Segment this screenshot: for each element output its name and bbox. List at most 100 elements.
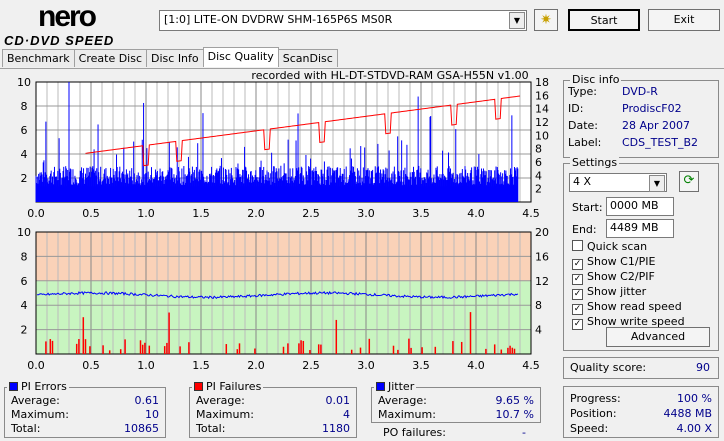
y-tick-label: 8 [21,250,28,263]
x-tick-label: 0.5 [82,207,100,220]
max-label: Maximum: [378,408,436,421]
x-tick-label: 1.0 [137,359,155,372]
tab-disc-info[interactable]: Disc Info [146,49,204,67]
checkbox-box[interactable] [572,240,583,251]
pi-failures-chart: 2 4 6 8 10 4 8 12 16 20 0.0 0.5 1.0 1.5 2.0 2.5 3.0 3.5 4.… [17,226,549,372]
speed-value: 4.00 X [676,422,712,435]
y2-tick-label: 4 [535,169,542,182]
pi-error-base [37,186,518,202]
refresh-drive-icon[interactable]: ✷ [534,9,558,31]
avg-label: Average: [196,394,245,407]
checkbox-show-c1-pie[interactable]: ✓ Show C1/PIE [572,255,685,270]
advanced-button[interactable]: Advanced [606,327,710,347]
jitter-color-icon [376,382,385,391]
checkbox-box[interactable]: ✓ [572,304,583,315]
x-tick-label: 4.5 [522,207,540,220]
x-tick-label: 2.5 [302,359,320,372]
pi-failures-total: 1180 [322,422,350,435]
max-label: Maximum: [196,408,254,421]
checkbox-label: Show C1/PIE [587,255,656,268]
ok-band [36,280,531,354]
type-label: Type: [568,85,597,98]
y2-tick-label: 10 [535,129,549,142]
progress-label: Progress: [570,392,621,405]
position-value: 4488 MB [663,407,712,420]
id-label: ID: [568,102,584,115]
start-button[interactable]: Start [568,9,640,31]
x-tick-label: 1.0 [137,207,155,220]
x-tick-label: 4.5 [522,359,540,372]
exit-button[interactable]: Exit [648,9,720,31]
disc-info-title: Disc info [570,73,622,86]
label-label: Label: [568,136,602,149]
speed-value: 4 X [573,175,592,188]
x-tick-label: 0.0 [27,207,45,220]
tab-scandisc[interactable]: ScanDisc [277,49,338,67]
pi-failures-avg: 0.01 [325,394,351,407]
date-label: Date: [568,119,598,132]
checkbox-show-read-speed[interactable]: ✓ Show read speed [572,300,685,315]
pi-failures-color-icon [194,382,203,391]
drive-select[interactable]: [1:0] LITE-ON DVDRW SHM-165P6S MS0R ▼ [159,10,527,31]
end-label: End: [572,223,597,236]
pi-failures-max: 4 [343,408,350,421]
pi-errors-title: PI Errors [21,380,67,393]
chevron-down-icon[interactable]: ▼ [509,12,525,29]
y-tick-label: 2 [21,324,28,337]
speed-select[interactable]: 4 X ▼ [569,173,667,192]
x-tick-label: 3.0 [357,359,375,372]
y2-tick-label: 20 [535,226,549,239]
checkbox-box[interactable]: ✓ [572,259,583,270]
checkbox-quick-scan[interactable]: Quick scan [572,240,685,255]
y-tick-label: 4 [21,148,28,161]
end-input[interactable]: 4489 MB [606,219,674,238]
position-label: Position: [570,407,617,420]
pi-errors-avg: 0.61 [134,394,160,407]
pi-errors-group: PI Errors Average: 0.61 Maximum: 10 Total:… [4,380,166,438]
checkbox-show-c2-pif[interactable]: ✓ Show C2/PIF [572,270,685,285]
y-tick-label: 2 [21,172,28,185]
y2-tick-label: 2 [535,183,542,196]
progress-box: Progress: 100 % Position: 4488 MB Speed: 4.… [563,386,719,438]
checkbox-label: Show write speed [587,315,685,328]
avg-label: Average: [378,394,427,407]
checkbox-show-write-speed[interactable]: ✓ Show write speed [572,315,685,330]
y-tick-label: 10 [17,76,31,89]
y-tick-label: 4 [21,299,28,312]
start-input[interactable]: 0000 MB [606,197,674,216]
tab-benchmark[interactable]: Benchmark [2,49,75,67]
max-label: Maximum: [11,408,69,421]
tab-create-disc[interactable]: Create Disc [73,49,148,67]
checkbox-box[interactable]: ✓ [572,319,583,330]
jitter-avg: 9.65 % [495,394,534,407]
x-tick-label: 3.0 [357,207,375,220]
avg-label: Average: [11,394,60,407]
y2-tick-label: 4 [535,324,542,337]
x-tick-label: 0.5 [82,359,100,372]
quality-score-box: Quality score: 90 [563,357,719,379]
refresh-speed-icon[interactable]: ⟳ [679,171,699,192]
settings-title: Settings [570,156,620,169]
y-tick-label: 6 [21,275,28,288]
checkbox-box[interactable]: ✓ [572,289,583,300]
disc-type: DVD-R [622,85,658,98]
y-tick-label: 6 [21,124,28,137]
x-tick-label: 4.0 [467,207,485,220]
x-tick-label: 4.0 [467,359,485,372]
y-tick-label: 8 [21,100,28,113]
chevron-down-icon[interactable]: ▼ [649,175,665,192]
checkbox-show-jitter[interactable]: ✓ Show jitter [572,285,685,300]
checkbox-box[interactable]: ✓ [572,274,583,285]
jitter-group: Jitter Average: 9.65 % Maximum: 10.7 % [371,380,541,423]
checkbox-label: Show C2/PIF [587,270,655,283]
disc-info-group: Disc info Type: DVD-R ID: ProdiscF02 Date:… [563,73,719,158]
y2-tick-label: 6 [535,156,542,169]
disc-label: CDS_TEST_B2 [622,136,699,149]
x-tick-label: 3.5 [412,359,430,372]
tab-panel [0,68,724,441]
tab-disc-quality[interactable]: Disc Quality [202,47,279,67]
speed-label: Speed: [570,422,609,435]
total-label: Total: [196,422,226,435]
y2-tick-label: 12 [535,116,549,129]
x-tick-label: 2.5 [302,207,320,220]
